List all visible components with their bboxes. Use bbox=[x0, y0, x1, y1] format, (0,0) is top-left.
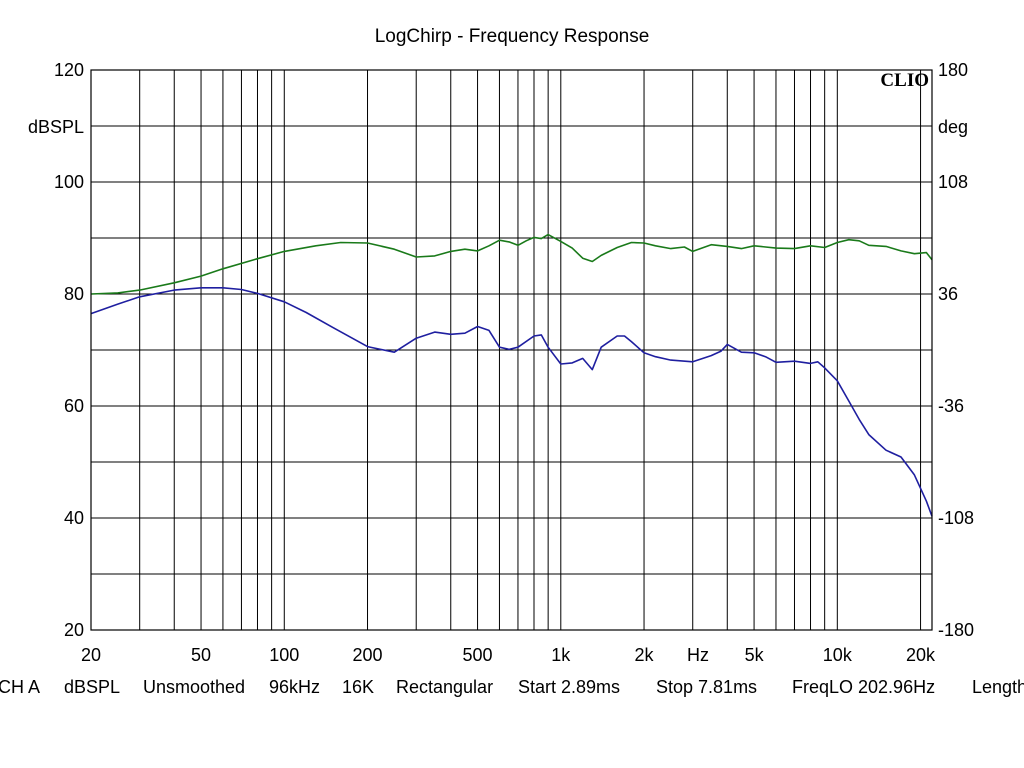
stop-time-label: Stop 7.81ms bbox=[656, 677, 758, 697]
fft-size-label: 16K bbox=[342, 677, 375, 697]
series-group bbox=[90, 233, 933, 517]
grid bbox=[91, 70, 932, 630]
y-left-tick-label: 120 bbox=[54, 60, 84, 80]
x-tick-label: 500 bbox=[463, 645, 493, 665]
x-tick-label: 20k bbox=[906, 645, 936, 665]
y-left-axis-label: dBSPL bbox=[28, 117, 84, 137]
y-left-tick-label: 20 bbox=[64, 620, 84, 640]
plot-frame bbox=[90, 69, 933, 631]
x-tick-label: 5k bbox=[745, 645, 765, 665]
smoothing-label: Unsmoothed bbox=[143, 677, 246, 697]
channel-label: CH A bbox=[0, 677, 41, 697]
measurement-info-bar: CH A dBSPL Unsmoothed 96kHz 16K Rectangu… bbox=[0, 677, 1024, 701]
length-label: Length bbox=[972, 677, 1024, 697]
y-right-tick-label: 36 bbox=[938, 284, 958, 304]
frequency-response-chart: 20 50 100 200 500 1k 2k 5k 10k 20k 120 100 80 60 40 20 1… bbox=[28, 26, 974, 665]
y-right-tick-label: 108 bbox=[938, 172, 968, 192]
x-unit-label: Hz bbox=[687, 645, 709, 665]
freq-lo-label: FreqLO 202.96Hz bbox=[792, 677, 936, 697]
clio-logo: CLIO bbox=[880, 70, 929, 91]
series-line-1 bbox=[90, 233, 933, 295]
y-right-tick-label: -36 bbox=[938, 396, 964, 416]
x-tick-label: 20 bbox=[81, 645, 101, 665]
sample-rate-label: 96kHz bbox=[269, 677, 321, 697]
x-tick-label: 2k bbox=[635, 645, 655, 665]
window-label: Rectangular bbox=[396, 677, 494, 697]
series-line-2 bbox=[90, 287, 933, 517]
y-right-tick-label: 180 bbox=[938, 60, 968, 80]
x-tick-label: 200 bbox=[352, 645, 382, 665]
x-tick-label: 100 bbox=[269, 645, 299, 665]
y-left-tick-label: 80 bbox=[64, 284, 84, 304]
y-right-tick-label: -108 bbox=[938, 508, 974, 528]
y-left-tick-label: 60 bbox=[64, 396, 84, 416]
x-tick-label: 10k bbox=[823, 645, 853, 665]
x-tick-label: 50 bbox=[191, 645, 211, 665]
start-time-label: Start 2.89ms bbox=[518, 677, 621, 697]
y-right-tick-label: -180 bbox=[938, 620, 974, 640]
unit-label: dBSPL bbox=[64, 677, 121, 697]
y-left-tick-label: 100 bbox=[54, 172, 84, 192]
y-left-tick-label: 40 bbox=[64, 508, 84, 528]
axis-labels: 20 50 100 200 500 1k 2k 5k 10k 20k 120 100 80 60 40 20 1… bbox=[54, 60, 974, 665]
y-right-axis-label: deg bbox=[938, 117, 968, 137]
x-tick-label: 1k bbox=[551, 645, 571, 665]
chart-title: LogChirp - Frequency Response bbox=[375, 26, 650, 47]
